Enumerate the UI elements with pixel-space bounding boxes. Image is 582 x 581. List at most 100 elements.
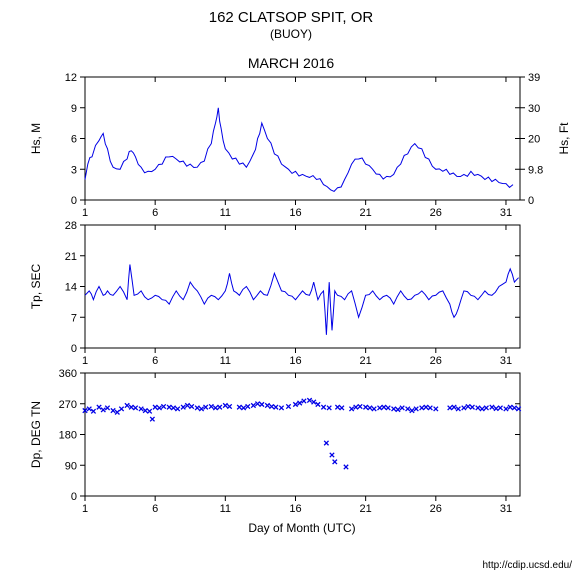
panel-frame (85, 373, 520, 496)
dp-point (167, 405, 171, 409)
xtick-label: 1 (82, 355, 88, 367)
dp-point (255, 402, 259, 406)
dp-point (410, 408, 414, 412)
dp-point (293, 402, 297, 406)
dp-point (218, 405, 222, 409)
dp-point (119, 407, 123, 411)
dp-point (251, 403, 255, 407)
dp-point (363, 405, 367, 409)
dp-point (181, 405, 185, 409)
dp-point (91, 409, 95, 413)
chart-panels: 03691209.8203039161116212631Hs, MHs, Ft0… (29, 72, 571, 515)
dp-point (153, 405, 157, 409)
xtick-label: 16 (289, 207, 301, 219)
xtick-label: 1 (82, 503, 88, 515)
dp-point (312, 400, 316, 404)
xtick-label: 21 (360, 207, 372, 219)
dp-point (246, 404, 250, 408)
dp-point (420, 406, 424, 410)
ytick-label: 0 (71, 195, 77, 207)
ytick-label: 3 (71, 164, 77, 176)
y-axis-label-left: Tp, SEC (29, 264, 43, 310)
dp-point (392, 407, 396, 411)
dp-point (129, 405, 133, 409)
dp-point (494, 406, 498, 410)
dp-point (105, 406, 109, 410)
dp-point (185, 403, 189, 407)
dp-point (115, 410, 119, 414)
xtick-label: 21 (360, 503, 372, 515)
dp-point (368, 406, 372, 410)
ytick-label-right: 39 (528, 72, 540, 84)
dp-point (462, 406, 466, 410)
dp-point (452, 405, 456, 409)
dp-point (223, 403, 227, 407)
dp-point (269, 404, 273, 408)
dp-point (279, 406, 283, 410)
ytick-label-right: 0 (528, 195, 534, 207)
xtick-label: 16 (289, 503, 301, 515)
xtick-label: 11 (220, 207, 231, 219)
dp-point (237, 405, 241, 409)
chart-month: MARCH 2016 (248, 55, 335, 71)
dp-point (406, 407, 410, 411)
xtick-label: 21 (360, 355, 372, 367)
ytick-label: 12 (65, 72, 77, 84)
tp-series (85, 265, 519, 335)
dp-point (335, 405, 339, 409)
ytick-label-right: 9.8 (528, 164, 543, 176)
dp-point (203, 405, 207, 409)
buoy-chart: 162 CLATSOP SPIT, OR (BUOY) MARCH 2016 0… (0, 0, 582, 581)
xtick-label: 1 (82, 207, 88, 219)
dp-point (508, 405, 512, 409)
dp-point (498, 406, 502, 410)
dp-point (161, 404, 165, 408)
dp-point (504, 407, 508, 411)
dp-point (87, 407, 91, 411)
ytick-label: 9 (71, 103, 77, 115)
ytick-label-right: 30 (528, 103, 540, 115)
xtick-label: 6 (152, 503, 158, 515)
dp-point (476, 406, 480, 410)
dp-point (490, 405, 494, 409)
dp-point (466, 404, 470, 408)
dp-point (333, 460, 337, 464)
xtick-label: 6 (152, 355, 158, 367)
dp-point (199, 407, 203, 411)
dp-point (321, 405, 325, 409)
panel-frame (85, 77, 520, 200)
dp-point (297, 401, 301, 405)
dp-point (377, 406, 381, 410)
dp-point (111, 408, 115, 412)
dp-point (358, 404, 362, 408)
ytick-label: 28 (65, 220, 77, 232)
dp-point (349, 407, 353, 411)
dp-point (327, 406, 331, 410)
dp-point (189, 404, 193, 408)
dp-point (434, 407, 438, 411)
chart-footer: http://cdip.ucsd.edu/ (482, 560, 572, 571)
dp-point (372, 407, 376, 411)
x-axis-label: Day of Month (UTC) (248, 521, 355, 535)
y-axis-label-right: Hs, Ft (557, 122, 571, 155)
dp-point (213, 406, 217, 410)
ytick-label: 270 (59, 399, 77, 411)
dp-point (307, 398, 311, 402)
ytick-label: 90 (65, 460, 77, 472)
chart-title: 162 CLATSOP SPIT, OR (209, 9, 374, 26)
xtick-label: 16 (289, 355, 301, 367)
chart-subtitle: (BUOY) (270, 27, 312, 41)
dp-point (414, 407, 418, 411)
ytick-label: 7 (71, 312, 77, 324)
ytick-label: 6 (71, 134, 77, 146)
dp-point (143, 408, 147, 412)
ytick-label: 0 (71, 491, 77, 503)
dp-point (175, 407, 179, 411)
dp-point (302, 399, 306, 403)
xtick-label: 26 (430, 503, 442, 515)
dp-point (396, 407, 400, 411)
xtick-label: 31 (500, 355, 512, 367)
ytick-label-right: 20 (528, 134, 540, 146)
ytick-label: 360 (59, 368, 77, 380)
dp-point (101, 408, 105, 412)
